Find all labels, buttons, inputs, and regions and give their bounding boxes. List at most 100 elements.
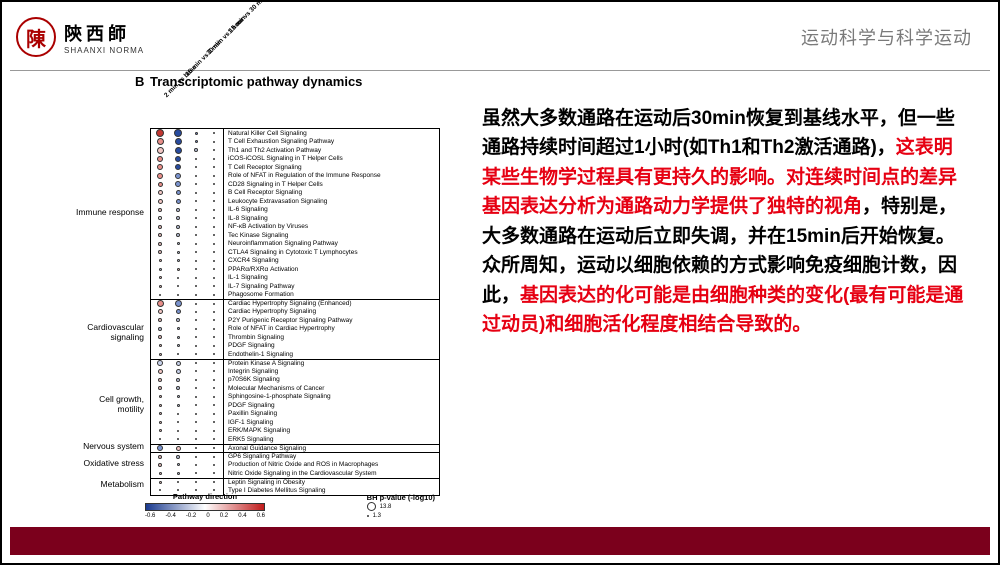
pathway-row: Leptin Signaling in Obesity (151, 478, 439, 487)
bubble (213, 396, 215, 398)
bubble (177, 285, 179, 287)
header: 陳 陝西師 SHAANXI NORMA 运动科学与科学运动 (10, 12, 990, 62)
legend-tick: 0.6 (257, 513, 265, 519)
bubble (177, 421, 179, 423)
bubble (213, 370, 215, 372)
bubble (195, 481, 197, 483)
pathway-name: CTLA4 Signaling in Cytotoxic T Lymphocyt… (228, 249, 358, 256)
bubble (158, 216, 162, 220)
pathway-row: B Cell Receptor Signaling (151, 189, 439, 198)
pathway-name: Th1 and Th2 Activation Pathway (228, 147, 321, 154)
bubble (159, 259, 162, 262)
bubble (213, 456, 215, 458)
pathway-row: Cardiac Hypertrophy Signaling (151, 308, 439, 317)
bubble (158, 463, 162, 467)
pathway-row: Role of NFAT in Cardiac Hypertrophy (151, 325, 439, 334)
bubble (175, 147, 182, 154)
bubble (195, 404, 197, 406)
header-divider (10, 70, 990, 71)
bubble (195, 447, 197, 449)
bubble (159, 412, 162, 415)
bubble (195, 166, 197, 168)
bubble (195, 387, 197, 389)
pathway-row: Thrombin Signaling (151, 333, 439, 342)
bubble (195, 175, 197, 177)
bubble (213, 141, 215, 143)
pathway-name: Molecular Mechanisms of Cancer (228, 385, 324, 392)
bubble (213, 166, 215, 168)
bubble (213, 472, 215, 474)
body-seg-4-red: 基因表达的化可能是由细胞种类的变化(最有可能是通过动员)和细胞活化程度相结合导致… (482, 285, 963, 335)
figure-panel: B Transcriptomic pathway dynamics 2 min … (10, 72, 470, 521)
bubble (213, 421, 215, 423)
pathway-row: Role of NFAT in Regulation of the Immune… (151, 172, 439, 181)
bubble (177, 294, 179, 296)
pathway-row: Leukocyte Extravasation Signaling (151, 197, 439, 206)
category-label: Oxidative stress (74, 458, 144, 468)
pathway-row: Cardiac Hypertrophy Signaling (Enhanced) (151, 299, 439, 308)
bubble (177, 430, 179, 432)
pathway-name: CXCR4 Signaling (228, 257, 279, 264)
bubble (159, 294, 161, 296)
bubble (195, 328, 197, 330)
bubble (195, 464, 197, 466)
bubble (157, 138, 164, 145)
pathway-row: p70S6K Signaling (151, 376, 439, 385)
pathway-row: GP6 Signaling Pathway (151, 452, 439, 461)
bubble (213, 404, 215, 406)
bubble (177, 472, 180, 475)
bubble (195, 251, 197, 253)
pathway-name: B Cell Receptor Signaling (228, 189, 302, 196)
bubble (195, 370, 197, 372)
pathway-name: Nitric Oxide Signaling in the Cardiovasc… (228, 470, 376, 477)
bubble (177, 336, 180, 339)
bubble (176, 361, 181, 366)
bubble (195, 158, 197, 160)
bubble (159, 429, 162, 432)
bubble (159, 438, 161, 440)
pathway-name: IL-1 Signaling (228, 274, 268, 281)
pathway-row: ERK/MAPK Signaling (151, 427, 439, 436)
pathway-row: CXCR4 Signaling (151, 257, 439, 266)
pathway-row: Th1 and Th2 Activation Pathway (151, 146, 439, 155)
bubble (213, 260, 215, 262)
legend-pval-circles: 13.81.3 (367, 502, 435, 519)
legend-gradient (145, 503, 265, 511)
bubble (195, 277, 197, 279)
pathway-row: Molecular Mechanisms of Cancer (151, 384, 439, 393)
pathway-row: Sphingosine-1-phosphate Signaling (151, 393, 439, 402)
bubble (195, 362, 197, 364)
legend-tick: 0.4 (238, 513, 246, 519)
bubble (158, 250, 162, 254)
bubble (177, 268, 180, 271)
bubble (175, 181, 181, 187)
bubble (175, 164, 181, 170)
pathway-name: P2Y Purigenic Receptor Signaling Pathway (228, 317, 353, 324)
legend-tick: -0.2 (186, 513, 196, 519)
bubble (158, 327, 162, 331)
bubble (158, 233, 162, 237)
bubble (213, 413, 215, 415)
pathway-name: IL-7 Signaling Pathway (228, 283, 295, 290)
pathway-row: CD28 Signaling in T Helper Cells (151, 180, 439, 189)
pathway-name: p70S6K Signaling (228, 376, 280, 383)
pathway-row: CTLA4 Signaling in Cytotoxic T Lymphocyt… (151, 248, 439, 257)
bubble (177, 463, 180, 466)
bubble (176, 446, 181, 451)
bubble (158, 378, 162, 382)
bubble (177, 251, 180, 254)
bubble (157, 173, 163, 179)
legend-pval-label: BH p-value (-log10) (367, 493, 435, 502)
bubble (213, 438, 215, 440)
bubble (213, 209, 215, 211)
bubble (195, 336, 197, 338)
pathway-name: CD28 Signaling in T Helper Cells (228, 181, 323, 188)
bubble (213, 285, 215, 287)
bubble (213, 217, 215, 219)
legend-tick: -0.6 (145, 513, 155, 519)
pathway-name: Endothelin-1 Signaling (228, 351, 293, 358)
bubble (177, 353, 179, 355)
pathway-row: Tec Kinase Signaling (151, 231, 439, 240)
legend-pval-value: 13.8 (380, 504, 392, 510)
bubble (195, 303, 197, 305)
